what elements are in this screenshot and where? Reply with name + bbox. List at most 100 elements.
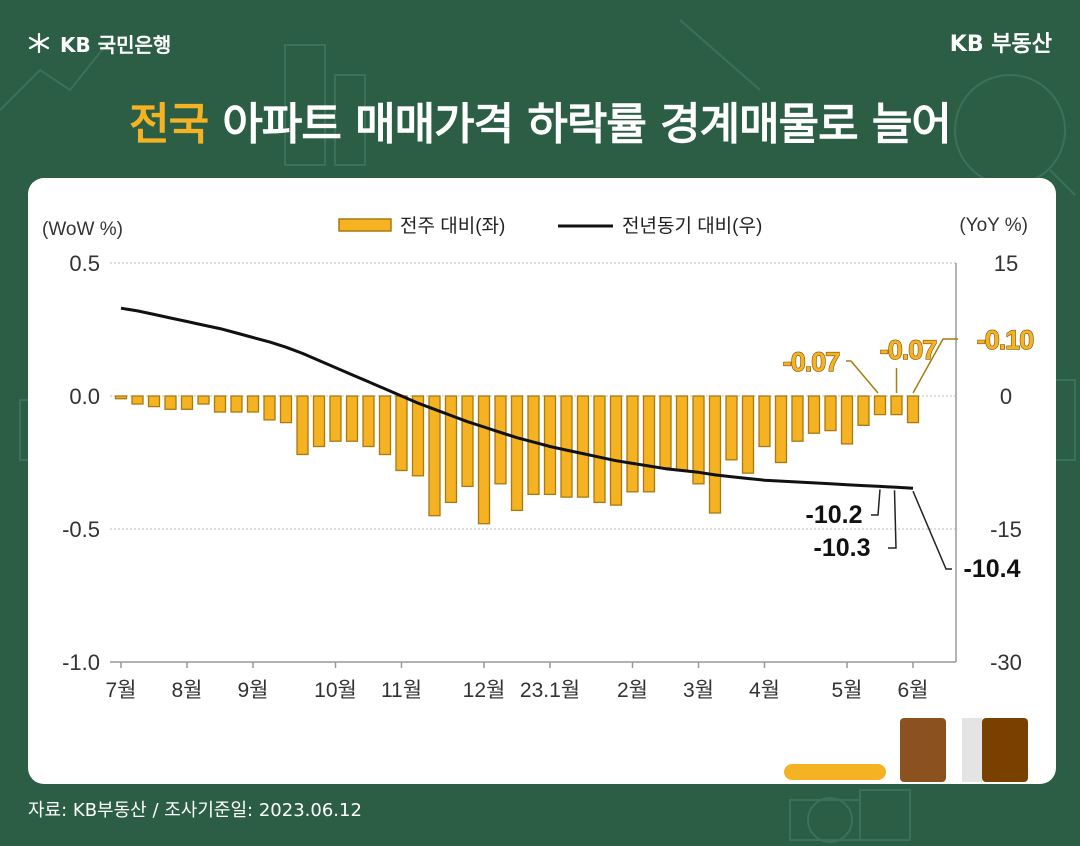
star-icon [28,32,50,54]
bar [593,395,606,504]
book-1 [900,718,946,782]
bar [659,395,672,469]
bar [395,395,408,472]
legend: 전주 대비(좌) 전년동기 대비(우) [338,215,762,237]
x-tick-label: 4월 [749,679,780,702]
bar [345,395,359,442]
bar [477,395,491,525]
bar [675,395,689,472]
bar [791,395,804,442]
axes [110,263,957,663]
line-annotation-leader [912,490,952,570]
line-annotation: -10.4 [964,555,1021,583]
bar [131,395,144,405]
x-tick-label: 8월 [172,679,203,702]
left-tick: 0.5 [69,251,100,276]
bar-annotation-leader [912,338,958,394]
x-tick-label: 5월 [832,679,863,702]
kb-logo: KB 국민은행 [26,28,171,58]
decorative-books [784,718,1028,782]
bar [230,395,243,413]
bar [213,395,227,413]
bar [857,395,870,426]
bar [411,395,425,477]
yellow-pill [784,764,886,780]
yoy-line [120,306,914,490]
line-annotation: -10.2 [806,501,863,529]
title-rest: 아파트 매매가격 하락률 경계매물로 늘어 [208,99,951,150]
brand-label: KB 부동산 [949,32,1052,57]
chart-card: (WoW %) (YoY %) 전주 대비(좌) 전년동기 대비(우) 0.5 … [28,178,1056,784]
bar-annotation-leader [846,360,879,394]
bar [708,395,722,514]
x-tick-label: 7월 [106,679,137,702]
bar [560,395,573,498]
bar [807,395,821,434]
bar-annotation: -0.07 [783,347,840,377]
right-axis-unit: (YoY %) [959,215,1028,236]
left-tick: 0.0 [69,384,100,409]
legend-bar-label: 전주 대비(좌) [400,215,505,237]
bar [840,395,854,445]
x-tick-label: 10월 [314,679,357,702]
bar [362,395,375,448]
bar [197,395,210,405]
bar [114,395,128,400]
x-tick-label: 2월 [617,679,648,702]
logo-text: KB 국민은행 [60,32,172,57]
bar-series [114,395,920,525]
x-tick-label: 9월 [238,679,269,702]
legend-bar-swatch [338,218,392,232]
bar [378,395,392,456]
x-tick-label: 23.1월 [520,679,580,702]
source-note: 자료: KB부동산 / 조사기준일: 2023.06.12 [28,800,362,821]
bar [774,395,788,464]
bar [329,395,342,442]
bar [890,395,903,416]
book-3 [982,718,1028,782]
x-tick-label: 3월 [683,679,714,702]
line-annotation: -10.3 [814,534,871,562]
right-tick: -30 [990,650,1022,675]
bar [164,395,177,410]
bar [626,395,639,493]
right-tick: 15 [994,251,1018,276]
x-tick-label: 12월 [463,679,506,702]
bar [279,395,293,424]
bar [576,395,590,498]
bar [741,395,755,474]
bar [824,395,837,432]
bar [873,395,887,416]
x-tick-label: 11월 [381,679,422,702]
book-2 [962,718,982,782]
right-axis-ticks: 15 0 -15 -30 [990,251,1022,675]
right-tick: -15 [990,517,1022,542]
bar [494,395,507,485]
bar [428,395,441,517]
line-annotation-leader [888,490,897,549]
bar [527,395,540,496]
bar [510,395,524,512]
bar [609,395,623,506]
title-highlight: 전국 [129,99,209,150]
bar [312,395,326,448]
left-tick: -1.0 [62,650,100,675]
right-tick: 0 [1000,384,1012,409]
bar-annotation: -0.07 [880,335,937,365]
left-tick: -0.5 [62,517,100,542]
bar [444,395,458,504]
x-tick-label: 6월 [898,679,929,702]
annotations: -0.07 -0.07 -0.10 -10.2 -10.3 -10.4 [782,324,1035,585]
x-axis-labels: 7월 8월 9월 10월 11월 12월 23.1월 2월 3월 4월 5월 6월 [106,662,929,702]
bar [461,395,474,488]
bar [642,395,656,493]
bar [296,395,309,456]
page-title: 전국 아파트 매매가격 하락률 경계매물로 늘어 [0,88,1080,152]
left-axis-ticks: 0.5 0.0 -0.5 -1.0 [62,251,100,675]
line-annotation-leader [871,489,881,516]
bar [263,395,276,421]
bar [180,395,194,410]
bar [147,395,161,408]
bar [246,395,260,413]
left-axis-unit: (WoW %) [42,219,123,240]
